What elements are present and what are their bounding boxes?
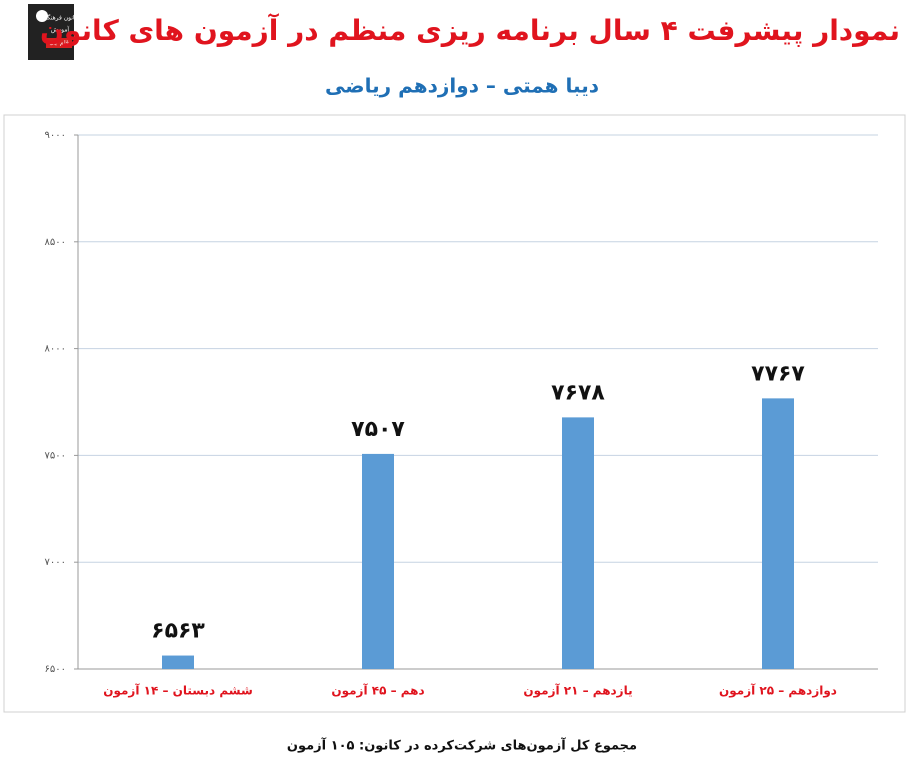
logo-text: آموزش: [51, 25, 70, 34]
y-tick-label: ۸۵۰۰: [45, 237, 66, 248]
data-label: ۷۶۷۸: [551, 380, 605, 405]
y-tick-label: ۷۰۰۰: [45, 557, 66, 568]
bar: [362, 453, 394, 669]
logo-badge: [46, 38, 72, 48]
bar: [162, 655, 194, 669]
bar: [562, 417, 594, 669]
bar: [762, 398, 794, 669]
plot-frame: [3, 114, 906, 713]
chart-title: نمودار پیشرفت ۴ سال برنامه ریزی منظم در …: [40, 13, 900, 47]
data-label: ۷۷۶۷: [751, 361, 805, 386]
footer: مجموع کل آزمون‌های شرکت‌کرده در کانون: ۱…: [287, 737, 637, 754]
y-tick-label: ۹۰۰۰: [45, 130, 66, 141]
y-tick-label: ۷۵۰۰: [45, 450, 66, 461]
data-label: ۶۵۶۳: [151, 619, 205, 644]
data-label: ۷۵۰۷: [351, 417, 405, 442]
x-tick-label: دهم – ۴۵ آزمون: [331, 683, 424, 699]
logo: کانون فرهنگی آموزش قلم چی: [28, 4, 78, 60]
chart-subtitle: دیبا همتی – دوازدهم ریاضی: [325, 74, 599, 98]
y-tick-label: ۸۰۰۰: [45, 344, 66, 355]
logo-box: [28, 4, 74, 60]
x-tick-label: دوازدهم – ۲۵ آزمون: [719, 683, 837, 699]
logo-text: کانون فرهنگی: [42, 14, 77, 22]
logo-text: قلم چی: [49, 40, 69, 47]
x-tick-label: ششم دبستان – ۱۴ آزمون: [103, 683, 253, 699]
logo-figure: [36, 10, 48, 22]
y-tick-label: ۶۵۰۰: [45, 664, 66, 675]
x-tick-label: یازدهم – ۲۱ آزمون: [523, 683, 632, 699]
